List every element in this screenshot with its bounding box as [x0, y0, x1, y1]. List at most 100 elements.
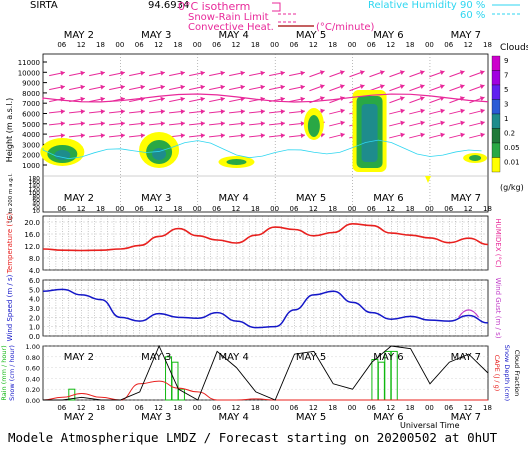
cloud-hour-label-13: 12 — [309, 205, 318, 213]
cloud-day-label-1: MAY 3 — [141, 193, 171, 204]
bottom-hour-label-19: 00 — [425, 404, 434, 412]
cloud-legend-tick-7: 0.01 — [504, 159, 520, 167]
wind-arrow-head — [100, 121, 105, 127]
wind-arrow-head — [419, 84, 425, 89]
bottom-hour-label-9: 12 — [231, 404, 240, 412]
wind-arrow — [188, 109, 206, 115]
rain-day-label-3: MAY 5 — [296, 352, 326, 363]
wind-arrow — [268, 109, 286, 115]
legend-convective-unit: (°C/minute) — [316, 22, 375, 33]
wind-arrow-head — [319, 70, 325, 75]
wind-arrow — [128, 121, 146, 127]
cloud-day-label-3: MAY 5 — [296, 193, 326, 204]
rain-ytick-5: 0.00 — [26, 397, 40, 405]
wind-arrow-head — [80, 121, 85, 127]
top-hour-label-22: 18 — [483, 41, 492, 49]
wind-arrow — [109, 84, 125, 91]
bottom-hour-label-3: 00 — [115, 404, 124, 412]
wind-arrow-head — [120, 84, 125, 90]
wind-arrow — [389, 108, 405, 115]
wind-arrow — [189, 96, 205, 103]
wind-arrow-head — [240, 133, 245, 139]
wind-arrow-head — [420, 108, 425, 114]
bottom-hour-label-14: 18 — [328, 404, 337, 412]
wind-arrow — [329, 84, 345, 92]
rain-ytick-2: 0.60 — [26, 365, 40, 373]
wind-arrow-head — [200, 70, 205, 76]
bottom-day-label-0: MAY 2 — [64, 412, 94, 423]
wind-arrow-head — [340, 108, 345, 114]
rain-ytick-4: 0.20 — [26, 386, 40, 394]
wind-arrow-head — [459, 96, 465, 101]
bottom-hour-label-10: 18 — [251, 404, 260, 412]
top-hour-label-21: 12 — [464, 41, 473, 49]
wind-arrow — [469, 132, 485, 139]
wind-arrow — [469, 70, 485, 78]
rain-bar-2 — [171, 361, 179, 401]
wind-gust-axis-title: Wind Gust (m / s) — [494, 277, 502, 338]
wind-arrow — [249, 84, 265, 91]
legend-rh-90: 90 % — [460, 0, 485, 11]
wind-arrow — [429, 132, 445, 139]
top-hour-label-2: 18 — [96, 41, 105, 49]
wind-arrow-head — [260, 84, 265, 90]
height-low-tick-1: 160 — [29, 179, 41, 186]
wind-arrow-head — [180, 84, 185, 90]
wind-arrow — [248, 109, 266, 115]
wind-arrow-head — [80, 70, 85, 76]
height-tick-8: 3000 — [22, 141, 40, 149]
cloud-hour-label-11: 00 — [270, 205, 279, 213]
wind-arrow — [248, 133, 266, 139]
rain-ytick-1: 0.80 — [26, 354, 40, 362]
wind-arrow-head — [200, 109, 205, 115]
bottom-hour-label-13: 12 — [309, 404, 318, 412]
top-hour-label-15: 00 — [348, 41, 357, 49]
height-low-tick-7: 40 — [32, 201, 40, 208]
cloud-hour-label-5: 12 — [154, 205, 163, 213]
wind-arrow — [68, 121, 86, 127]
wind-arrow — [129, 70, 145, 77]
cloud-hour-label-4: 06 — [135, 205, 144, 213]
wind-arrow-head — [180, 70, 185, 76]
rh-contour — [42, 139, 482, 160]
cloud-day-label-5: MAY 7 — [451, 193, 481, 204]
wind-arrow — [208, 109, 226, 115]
wind-arrow-head — [340, 120, 345, 126]
wind-arrow-head — [180, 96, 185, 102]
wind-arrow — [469, 96, 485, 104]
wind-arrow — [389, 132, 405, 139]
wind-arrow — [108, 109, 126, 115]
bottom-day-label-4: MAY 6 — [373, 412, 403, 423]
wind-panel-ytick-4: 2.0 — [29, 314, 40, 322]
bottom-hour-label-20: 06 — [444, 404, 453, 412]
wind-arrow — [209, 84, 225, 91]
wind-arrow-head — [220, 84, 225, 90]
wind-arrow — [88, 133, 106, 139]
cloud-legend-tick-5: 0.2 — [504, 130, 515, 138]
cloud-legend-swatch-5 — [491, 128, 501, 144]
top-hour-label-8: 06 — [212, 41, 221, 49]
height-low-tick-0: 180 — [29, 176, 41, 183]
height-tick-10: 1000 — [22, 162, 40, 170]
wind-arrow — [409, 120, 425, 127]
wind-gust-line — [458, 309, 480, 318]
bottom-day-label-5: MAY 7 — [451, 412, 481, 423]
wind-arrow-head — [220, 121, 225, 127]
wind-arrow-head — [459, 84, 465, 89]
wind-arrow — [49, 70, 65, 77]
height-low-tick-8: 20 — [32, 204, 40, 211]
cloud-hour-label-22: 18 — [483, 205, 492, 213]
cloud-legend-swatch-1 — [491, 70, 501, 86]
legend-0c-isotherm: 0°C isotherm — [178, 0, 250, 13]
wind-arrow — [429, 70, 445, 78]
wind-arrow-head — [200, 84, 205, 90]
top-hour-label-14: 18 — [328, 41, 337, 49]
cloud-hour-label-1: 12 — [77, 205, 86, 213]
wind-arrow — [229, 70, 245, 77]
cloud-tower-inner — [361, 104, 378, 162]
wind-arrow-head — [419, 96, 425, 101]
top-hour-label-11: 00 — [270, 41, 279, 49]
wind-arrow — [148, 121, 166, 127]
wind-arrow-head — [379, 70, 385, 75]
